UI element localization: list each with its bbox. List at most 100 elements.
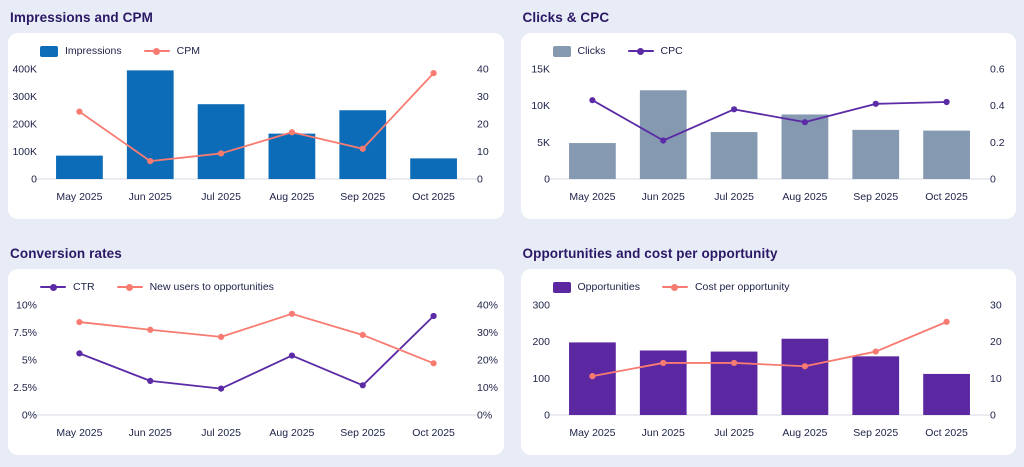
- legend-item-cpm[interactable]: CPM: [143, 45, 200, 57]
- y-tick-label-left: 5%: [22, 355, 37, 367]
- point-cpc-aug-2025[interactable]: [801, 119, 808, 126]
- analytics-dashboard: Impressions and CPM Impressions CPM 0 100K…: [8, 8, 1016, 455]
- point-new-users-to-opportunities-oct-2025[interactable]: [430, 360, 437, 367]
- point-cpm-oct-2025[interactable]: [430, 70, 437, 77]
- bar-clicks-jul-2025[interactable]: [710, 132, 757, 179]
- point-cpm-may-2025[interactable]: [76, 108, 83, 115]
- legend-line-marker-icon: [661, 283, 688, 292]
- point-cpc-jul-2025[interactable]: [730, 106, 737, 113]
- point-new-users-to-opportunities-aug-2025[interactable]: [288, 310, 296, 317]
- x-tick-label: Sep 2025: [340, 427, 385, 439]
- point-new-users-to-opportunities-jun-2025[interactable]: [147, 326, 154, 333]
- y-tick-label-right: 10: [477, 146, 489, 158]
- x-tick-label: Oct 2025: [412, 191, 455, 203]
- point-ctr-sep-2025[interactable]: [359, 382, 366, 389]
- x-tick-label: Jul 2025: [714, 427, 754, 439]
- point-ctr-oct-2025[interactable]: [430, 312, 437, 320]
- x-tick-label: Sep 2025: [340, 191, 385, 203]
- chart-canvas-conversion-rates[interactable]: 0% 2.5% 5% 7.5% 10% 0% 10% 20% 30% 40% May 2025 Jun…: [8, 296, 503, 448]
- line-cpm: [78, 72, 435, 163]
- y-tick-label-right: 0: [477, 174, 483, 186]
- bar-impressions-may-2025[interactable]: [56, 155, 103, 179]
- point-cost-per-opportunity-jul-2025[interactable]: [730, 359, 737, 367]
- point-cost-per-opportunity-sep-2025[interactable]: [872, 348, 879, 355]
- y-tick-label-left: 10K: [531, 100, 550, 112]
- panel-clicks-and-cpc: Clicks & CPC Clicks CPC 0 5K 10K 15K 0 0.2 0.4 0…: [520, 8, 1016, 219]
- x-tick-label: Jun 2025: [641, 191, 684, 203]
- point-ctr-jun-2025[interactable]: [147, 377, 154, 384]
- legend-item-impressions[interactable]: Impressions: [40, 45, 122, 57]
- chart-canvas-opportunities-and-cost[interactable]: 0 100 200 300 0 10 20 30 May 2025 Jun 2025 Jul 202…: [521, 296, 1016, 448]
- line-ctr: [78, 315, 435, 390]
- chart-canvas-clicks-and-cpc[interactable]: 0 5K 10K 15K 0 0.2 0.4 0.6 May 2025 Jun 2025 Jul 2…: [521, 60, 1016, 212]
- bar-clicks-oct-2025[interactable]: [922, 130, 970, 179]
- y-tick-label-left: 0: [31, 174, 37, 186]
- legend-label: New users to opportunities: [149, 281, 274, 293]
- legend-label: CPC: [660, 45, 683, 57]
- y-tick-label-right: 20: [477, 119, 489, 131]
- y-tick-label-right: 10: [990, 373, 1002, 385]
- legend-label: Clicks: [577, 45, 606, 57]
- bar-clicks-may-2025[interactable]: [568, 143, 616, 179]
- chart-card-impressions-and-cpm: Impressions CPM 0 100K 200K 300K 400K 0 10 20 30 4…: [8, 33, 504, 219]
- x-tick-label: Jul 2025: [201, 191, 241, 203]
- point-cost-per-opportunity-aug-2025[interactable]: [801, 363, 808, 370]
- x-tick-label: May 2025: [569, 427, 615, 439]
- bar-impressions-aug-2025[interactable]: [268, 133, 316, 179]
- bar-clicks-jun-2025[interactable]: [639, 90, 687, 179]
- point-new-users-to-opportunities-may-2025[interactable]: [76, 318, 83, 326]
- legend-item-opportunities[interactable]: Opportunities: [552, 281, 640, 293]
- bar-opportunities-sep-2025[interactable]: [851, 356, 899, 415]
- legend-item-clicks[interactable]: Clicks: [552, 45, 606, 57]
- point-cpm-sep-2025[interactable]: [359, 145, 366, 152]
- x-tick-label: Jul 2025: [714, 191, 754, 203]
- legend-label: CTR: [73, 281, 95, 293]
- legend-line-marker-icon: [40, 283, 66, 292]
- legend-item-cost-per-opportunity[interactable]: Cost per opportunity: [661, 281, 790, 293]
- y-tick-label-left: 0: [544, 174, 550, 186]
- y-tick-label-left: 2.5%: [13, 382, 37, 394]
- bar-impressions-jul-2025[interactable]: [197, 104, 245, 179]
- chart-card-conversion-rates: CTR New users to opportunities 0% 2.5% 5% 7.…: [8, 269, 504, 455]
- legend-line-marker-icon: [143, 47, 170, 56]
- point-new-users-to-opportunities-sep-2025[interactable]: [359, 331, 366, 339]
- chart-legend: Impressions CPM: [40, 42, 504, 60]
- y-tick-label-right: 0.2: [990, 137, 1005, 149]
- y-tick-label-right: 30: [477, 91, 489, 103]
- bar-opportunities-aug-2025[interactable]: [781, 338, 828, 415]
- chart-canvas-impressions-and-cpm[interactable]: 0 100K 200K 300K 400K 0 10 20 30 40 May 2025 Jun 20…: [8, 60, 503, 212]
- point-cost-per-opportunity-may-2025[interactable]: [588, 373, 596, 380]
- point-cpc-sep-2025[interactable]: [872, 100, 879, 107]
- point-ctr-may-2025[interactable]: [76, 350, 83, 357]
- chart-card-opportunities-and-cost: Opportunities Cost per opportunity 0 100 20…: [520, 269, 1016, 455]
- chart-card-clicks-and-cpc: Clicks CPC 0 5K 10K 15K 0 0.2 0.4 0.6 May 2025 Jun…: [520, 33, 1016, 219]
- point-cpm-jul-2025[interactable]: [217, 150, 225, 157]
- point-cpc-may-2025[interactable]: [588, 97, 596, 104]
- legend-item-cpc[interactable]: CPC: [627, 45, 683, 57]
- point-cost-per-opportunity-jun-2025[interactable]: [659, 359, 666, 367]
- point-cpc-jun-2025[interactable]: [659, 137, 666, 144]
- bar-opportunities-oct-2025[interactable]: [922, 373, 970, 415]
- bar-impressions-oct-2025[interactable]: [410, 158, 457, 179]
- y-tick-label-right: 40: [477, 64, 489, 76]
- legend-item-new-users-to-opportunities[interactable]: New users to opportunities: [116, 281, 274, 293]
- legend-item-ctr[interactable]: CTR: [40, 281, 95, 293]
- bar-clicks-sep-2025[interactable]: [851, 129, 899, 179]
- y-tick-label-left: 10%: [16, 300, 37, 312]
- point-cpc-oct-2025[interactable]: [942, 98, 950, 106]
- point-cost-per-opportunity-oct-2025[interactable]: [942, 318, 950, 325]
- y-tick-label-left: 300K: [12, 91, 37, 103]
- y-tick-label-right: 0.4: [990, 100, 1005, 112]
- x-tick-label: Aug 2025: [269, 191, 314, 203]
- x-tick-label: May 2025: [56, 427, 102, 439]
- chart-legend: CTR New users to opportunities: [40, 278, 504, 296]
- legend-swatch-icon: [40, 45, 58, 57]
- y-tick-label-left: 200: [532, 336, 550, 348]
- point-cpm-jun-2025[interactable]: [147, 158, 154, 165]
- point-cpm-aug-2025[interactable]: [288, 129, 296, 136]
- point-ctr-jul-2025[interactable]: [217, 385, 225, 392]
- panel-impressions-and-cpm: Impressions and CPM Impressions CPM 0 100K…: [8, 8, 504, 219]
- point-ctr-aug-2025[interactable]: [288, 352, 296, 359]
- point-new-users-to-opportunities-jul-2025[interactable]: [217, 333, 225, 340]
- legend-label: Opportunities: [577, 281, 640, 293]
